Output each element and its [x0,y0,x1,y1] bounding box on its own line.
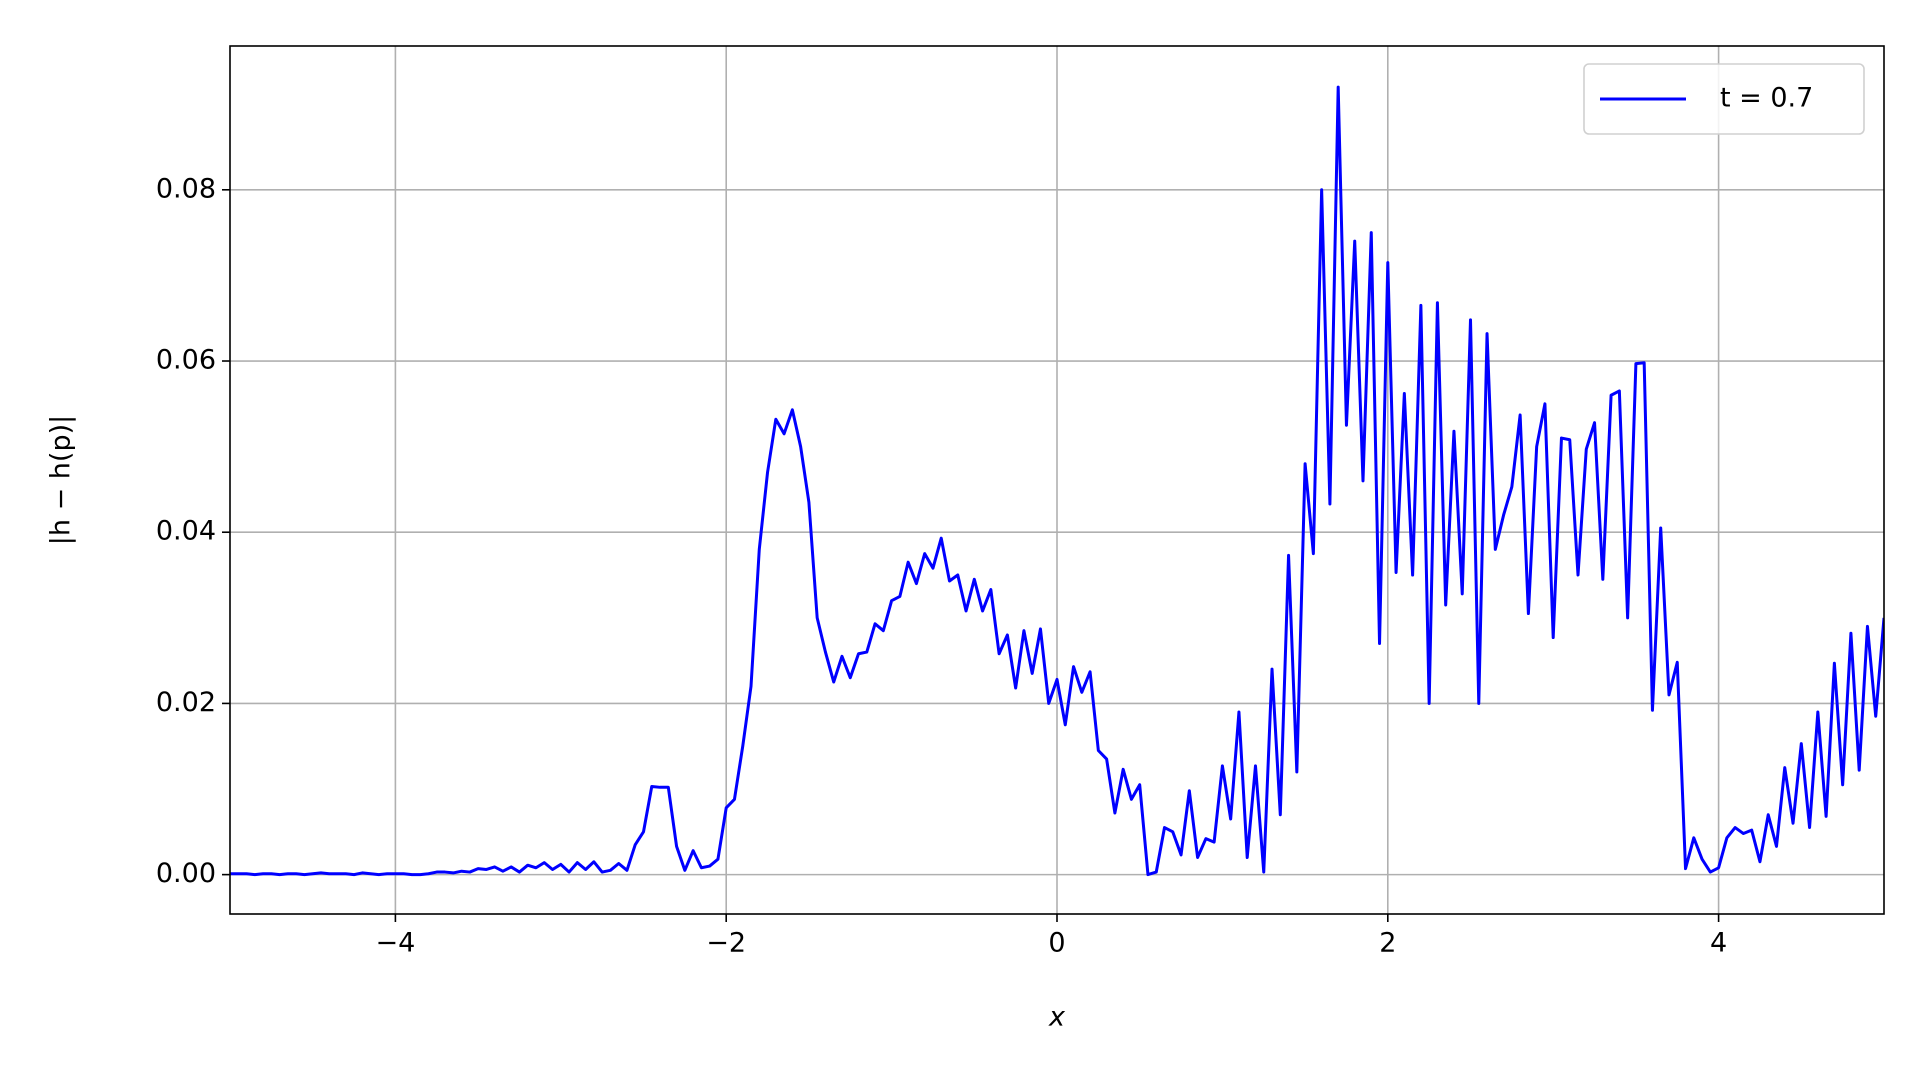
y-tick-label: 0.04 [156,516,216,547]
legend-box [1583,63,1865,135]
x-tick-label: 4 [1710,928,1727,959]
y-tick-label: 0.08 [156,173,216,204]
x-tick-label: 0 [1048,928,1065,959]
y-tick-label: 0.00 [156,858,216,889]
y-axis-label: |h − h(p)| [46,415,77,545]
x-tick-label: 2 [1379,928,1396,959]
x-tick-label: −4 [375,928,415,959]
y-tick-label: 0.06 [156,345,216,376]
legend-label: t = 0.7 [1720,83,1813,114]
x-axis-label: x [1048,1002,1066,1033]
x-tick-label: −2 [706,928,746,959]
y-tick-label: 0.02 [156,687,216,718]
plot-frame [229,45,1885,915]
data-line [230,85,1884,877]
